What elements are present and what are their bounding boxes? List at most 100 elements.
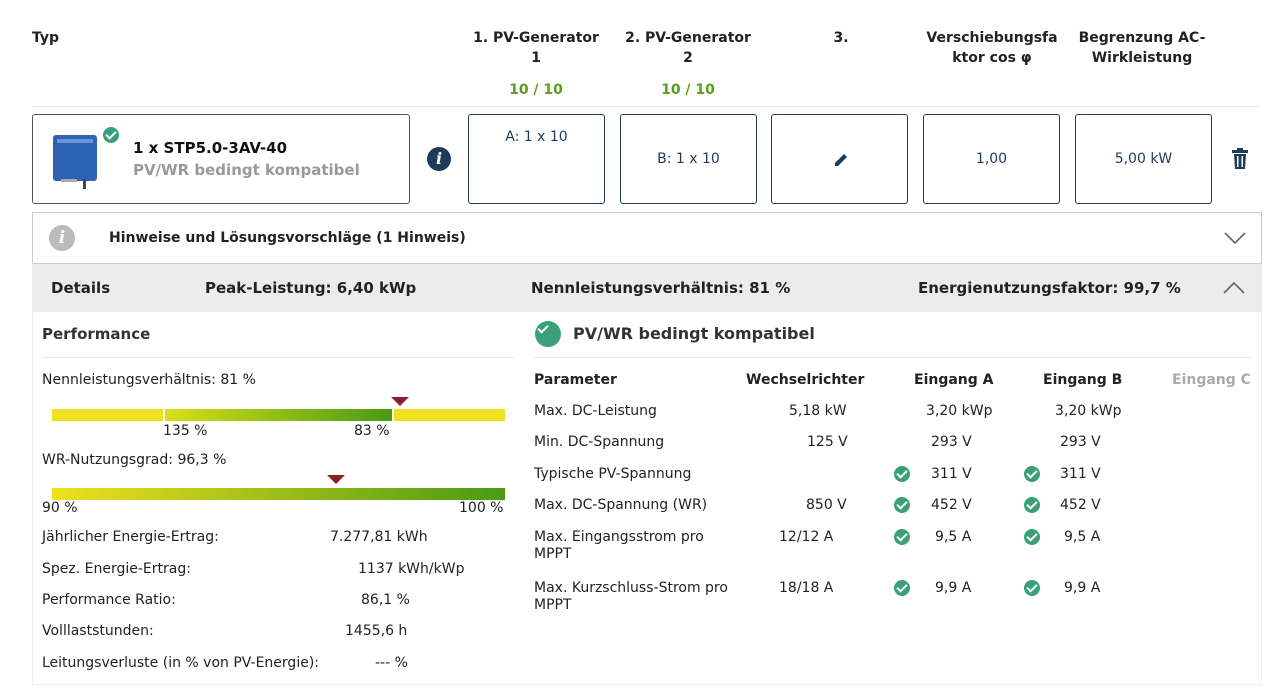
compat-row-0-b: 3,20 kWp — [1055, 403, 1122, 419]
compat-row-5-param-line2: MPPT — [534, 597, 572, 613]
header-pv2-line1: 2. PV-Generator — [625, 30, 751, 46]
header-pv-generator-3: 3. — [833, 30, 849, 46]
pv2-count: 10 / 10 — [661, 82, 715, 98]
header-pv-generator-2: 2. PV-Generator 2 10 / 10 — [618, 28, 758, 98]
compat-row-4-a: 9,5 A — [935, 529, 972, 545]
col-inverter: Wechselrichter — [746, 372, 865, 388]
pv1-count: 10 / 10 — [509, 82, 563, 98]
compat-row-5-b-check-icon — [1024, 580, 1040, 596]
wr-max: 100 % — [459, 500, 504, 516]
wr-label: WR-Nutzungsgrad: 96,3 % — [42, 452, 227, 468]
col-input-a: Eingang A — [914, 372, 994, 388]
pencil-icon — [835, 154, 847, 166]
wr-min: 90 % — [42, 500, 78, 516]
compat-row-3-a-check-icon — [894, 497, 910, 513]
compat-row-3-a: 452 V — [931, 497, 972, 513]
compat-row-5-param-line1: Max. Kurzschluss-Strom pro — [534, 580, 728, 596]
header-pv1-line1: 1. PV-Generator — [473, 30, 599, 46]
trash-icon[interactable] — [1231, 148, 1249, 170]
compat-title: PV/WR bedingt kompatibel — [573, 324, 815, 343]
chevron-up-icon — [1223, 281, 1245, 294]
gen-a-value: A: 1 x 10 — [505, 129, 568, 145]
performance-panel — [32, 312, 1262, 685]
inverter-image — [53, 129, 101, 189]
pv-generator-3-edit-cell[interactable] — [771, 114, 908, 204]
details-label: Details — [51, 279, 111, 297]
header-ac-line2: Wirkleistung — [1091, 50, 1193, 66]
nenn-bar-yellow-left — [52, 409, 163, 421]
compat-row-2-param: Typische PV-Spannung — [534, 466, 692, 482]
compat-ok-check-icon — [535, 321, 561, 347]
details-header[interactable]: Details Peak-Leistung: 6,40 kWp Nennleis… — [32, 264, 1262, 312]
pv-generator-b-cell[interactable]: B: 1 x 10 — [620, 114, 757, 204]
compat-row-3-b-check-icon — [1024, 497, 1040, 513]
inverter-status: PV/WR bedingt kompatibel — [133, 161, 360, 179]
perf-row-value-4: --- % — [375, 655, 408, 671]
header-pv2-line2: 2 — [683, 50, 693, 66]
compat-row-5-a: 9,9 A — [935, 580, 972, 596]
header-typ: Typ — [32, 30, 60, 46]
info-icon[interactable]: i — [427, 147, 451, 171]
compat-row-0-a: 3,20 kWp — [926, 403, 993, 419]
hints-label: Hinweise und Lösungsvorschläge (1 Hinwei… — [109, 230, 466, 246]
perf-row-label-2: Performance Ratio: — [42, 592, 176, 608]
inverter-name: 1 x STP5.0-3AV-40 — [133, 139, 288, 157]
header-cos-line2: ktor cos φ — [952, 50, 1032, 66]
inverter-card[interactable]: 1 x STP5.0-3AV-40 PV/WR bedingt kompatib… — [32, 114, 410, 204]
perf-row-value-0: 7.277,81 kWh — [330, 529, 428, 545]
perf-row-value-3: 1455,6 h — [345, 623, 408, 639]
inverter-ok-check-icon — [103, 127, 119, 143]
perf-row-value-2: 86,1 % — [361, 592, 410, 608]
nenn-bar-yellow-right — [394, 409, 505, 421]
compat-row-4-b-check-icon — [1024, 529, 1040, 545]
compat-row-5-param: Max. Kurzschluss-Strom pro MPPT — [534, 580, 728, 614]
perf-row-label-0: Jährlicher Energie-Ertrag: — [42, 529, 219, 545]
compat-row-1-param: Min. DC-Spannung — [534, 434, 665, 450]
compat-row-5-b: 9,9 A — [1064, 580, 1101, 596]
cos-phi-value: 1,00 — [975, 151, 1008, 167]
compat-row-3-param: Max. DC-Spannung (WR) — [534, 497, 708, 513]
perf-row-label-3: Volllaststunden: — [42, 623, 154, 639]
nenn-mark-83: 83 % — [354, 423, 390, 439]
perf-row-value-1: 1137 kWh/kWp — [358, 561, 465, 577]
wr-marker-icon — [327, 475, 345, 484]
compat-row-4-param-line1: Max. Eingangsstrom pro — [534, 529, 704, 545]
header-cos-phi: Verschiebungsfa ktor cos φ — [922, 28, 1062, 68]
wr-bar — [52, 488, 505, 500]
compat-row-4-a-check-icon — [894, 529, 910, 545]
compat-row-3-wr: 850 V — [806, 497, 847, 513]
compat-row-4-param: Max. Eingangsstrom pro MPPT — [534, 529, 704, 563]
compat-row-2-b: 311 V — [1060, 466, 1101, 482]
compat-row-3-b: 452 V — [1060, 497, 1101, 513]
compat-row-4-param-line2: MPPT — [534, 546, 572, 562]
header-pv1-line2: 1 — [531, 50, 541, 66]
header-cos-line1: Verschiebungsfa — [926, 30, 1058, 46]
compat-row-2-a-check-icon — [894, 466, 910, 482]
chevron-down-icon — [1224, 232, 1246, 245]
col-input-b: Eingang B — [1043, 372, 1123, 388]
header-ac-line1: Begrenzung AC- — [1078, 30, 1206, 46]
compat-row-4-wr: 12/12 A — [779, 529, 834, 545]
ac-limit-cell[interactable]: 5,00 kW — [1075, 114, 1212, 204]
peak-power: Peak-Leistung: 6,40 kWp — [205, 279, 417, 297]
col-parameter: Parameter — [534, 372, 617, 388]
header-separator — [32, 106, 1260, 107]
hints-accordion[interactable]: i Hinweise und Lösungsvorschläge (1 Hinw… — [32, 212, 1262, 264]
nenn-marker-icon — [391, 397, 409, 406]
hints-info-icon: i — [49, 225, 75, 251]
compat-row-4-b: 9,5 A — [1064, 529, 1101, 545]
compat-row-5-a-check-icon — [894, 580, 910, 596]
header-ac-limit: Begrenzung AC- Wirkleistung — [1072, 28, 1212, 68]
pv-generator-a-cell[interactable]: A: 1 x 10 — [468, 114, 605, 204]
compat-separator — [534, 357, 1252, 358]
compat-row-2-a: 311 V — [931, 466, 972, 482]
compat-row-1-wr: 125 V — [807, 434, 848, 450]
header-pv-generator-1: 1. PV-Generator 1 10 / 10 — [466, 28, 606, 98]
energy-usage-factor: Energienutzungsfaktor: 99,7 % — [918, 279, 1181, 297]
perf-row-label-4: Leitungsverluste (in % von PV-Energie): — [42, 655, 319, 671]
ac-limit-value: 5,00 kW — [1114, 151, 1173, 167]
performance-title: Performance — [42, 325, 151, 343]
col-input-c: Eingang C — [1172, 372, 1251, 388]
cos-phi-cell[interactable]: 1,00 — [923, 114, 1060, 204]
perf-row-label-1: Spez. Energie-Ertrag: — [42, 561, 191, 577]
